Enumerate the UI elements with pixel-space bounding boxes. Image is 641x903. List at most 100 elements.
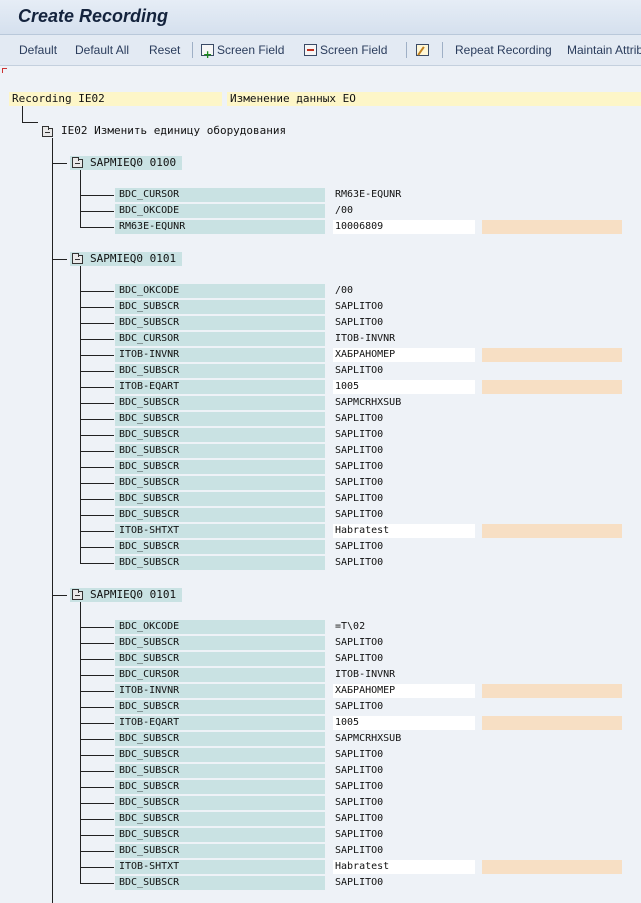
field-name: BDC_SUBSCR bbox=[115, 732, 325, 746]
field-name: BDC_CURSOR bbox=[115, 332, 325, 346]
folder-icon[interactable] bbox=[72, 157, 83, 168]
screen-header-background bbox=[70, 252, 182, 266]
field-value: SAPLITO0 bbox=[335, 429, 384, 440]
field-value: SAPLITO0 bbox=[335, 557, 384, 568]
field-name: BDC_SUBSCR bbox=[115, 556, 325, 570]
delete-screen-field-button[interactable]: Screen Field bbox=[304, 35, 387, 65]
field-value: SAPMCRHXSUB bbox=[335, 733, 402, 744]
tree-line bbox=[80, 499, 114, 500]
tree-line bbox=[52, 259, 67, 260]
tree-line bbox=[80, 867, 114, 868]
field-value: SAPLITO0 bbox=[335, 781, 384, 792]
tree-line bbox=[80, 170, 81, 228]
tree-line bbox=[80, 291, 114, 292]
maintain-attributes-button[interactable]: Maintain Attrib bbox=[567, 35, 641, 65]
field-name: ITOB-SHTXT bbox=[115, 860, 325, 874]
field-name: BDC_SUBSCR bbox=[115, 844, 325, 858]
corner-marker bbox=[2, 68, 7, 73]
field-value: SAPLITO0 bbox=[335, 749, 384, 760]
tree-line bbox=[80, 627, 114, 628]
folder-icon[interactable] bbox=[42, 126, 53, 137]
field-value: SAPLITO0 bbox=[335, 701, 384, 712]
field-name: BDC_SUBSCR bbox=[115, 460, 325, 474]
field-name: BDC_SUBSCR bbox=[115, 428, 325, 442]
default-button[interactable]: Default bbox=[19, 35, 57, 65]
field-value-input[interactable]: 10006809 bbox=[333, 220, 475, 234]
field-value: SAPLITO0 bbox=[335, 493, 384, 504]
reset-button[interactable]: Reset bbox=[149, 35, 180, 65]
field-name: ITOB-EQART bbox=[115, 716, 325, 730]
delete-field-icon bbox=[304, 44, 317, 56]
field-name: BDC_SUBSCR bbox=[115, 364, 325, 378]
field-value-input[interactable]: 1005 bbox=[333, 380, 475, 394]
screen-title[interactable]: SAPMIEQ0 0101 bbox=[90, 252, 177, 265]
field-value: RM63E-EQUNR bbox=[335, 189, 402, 200]
field-attribute-cell[interactable] bbox=[482, 524, 622, 538]
tree-line bbox=[80, 403, 114, 404]
delete-screen-field-label: Screen Field bbox=[320, 43, 388, 57]
field-name: BDC_SUBSCR bbox=[115, 444, 325, 458]
edit-button[interactable] bbox=[416, 35, 432, 65]
folder-icon[interactable] bbox=[72, 589, 83, 600]
toolbar-separator bbox=[442, 42, 443, 58]
field-name: BDC_SUBSCR bbox=[115, 300, 325, 314]
field-value-input[interactable]: Habratest bbox=[333, 524, 475, 538]
field-value: SAPLITO0 bbox=[335, 813, 384, 824]
default-all-button[interactable]: Default All bbox=[75, 35, 129, 65]
field-value: SAPLITO0 bbox=[335, 845, 384, 856]
application-toolbar: Default Default All Reset Screen Field S… bbox=[0, 35, 641, 66]
tree-line bbox=[80, 883, 114, 884]
field-name: BDC_SUBSCR bbox=[115, 412, 325, 426]
folder-icon[interactable] bbox=[72, 253, 83, 264]
tree-line bbox=[80, 266, 81, 564]
tree-line bbox=[80, 371, 114, 372]
field-attribute-cell[interactable] bbox=[482, 860, 622, 874]
field-value: SAPLITO0 bbox=[335, 445, 384, 456]
field-value: SAPLITO0 bbox=[335, 477, 384, 488]
transaction-node[interactable]: IE02 Изменить единицу оборудования bbox=[61, 124, 287, 137]
tree-line bbox=[80, 419, 114, 420]
field-attribute-cell[interactable] bbox=[482, 684, 622, 698]
tree-line bbox=[22, 106, 23, 122]
field-value-input[interactable]: Habratest bbox=[333, 860, 475, 874]
tree-line bbox=[80, 339, 114, 340]
default-label: Default bbox=[19, 43, 58, 57]
recording-description: Изменение данных ЕО bbox=[227, 92, 641, 106]
field-attribute-cell[interactable] bbox=[482, 380, 622, 394]
field-name: BDC_SUBSCR bbox=[115, 636, 325, 650]
field-name: BDC_SUBSCR bbox=[115, 780, 325, 794]
tree-line bbox=[80, 323, 114, 324]
tree-line bbox=[52, 595, 67, 596]
field-value-input[interactable]: ХАБРАНОМЕР bbox=[333, 348, 475, 362]
screen-title[interactable]: SAPMIEQ0 0100 bbox=[90, 156, 177, 169]
repeat-recording-button[interactable]: Repeat Recording bbox=[455, 35, 552, 65]
tree-line bbox=[80, 723, 114, 724]
field-value: SAPLITO0 bbox=[335, 637, 384, 648]
field-attribute-cell[interactable] bbox=[482, 220, 622, 234]
tree-line bbox=[52, 138, 53, 903]
field-name: ITOB-INVNR bbox=[115, 684, 325, 698]
field-value: SAPLITO0 bbox=[335, 301, 384, 312]
field-attribute-cell[interactable] bbox=[482, 716, 622, 730]
field-name: BDC_CURSOR bbox=[115, 668, 325, 682]
insert-screen-field-button[interactable]: Screen Field bbox=[201, 35, 284, 65]
field-name: BDC_SUBSCR bbox=[115, 748, 325, 762]
maintain-attributes-label: Maintain Attrib bbox=[567, 43, 641, 57]
screen-title[interactable]: SAPMIEQ0 0101 bbox=[90, 588, 177, 601]
field-value-input[interactable]: 1005 bbox=[333, 716, 475, 730]
field-name: BDC_SUBSCR bbox=[115, 476, 325, 490]
tree-line bbox=[80, 483, 114, 484]
field-value: /00 bbox=[335, 285, 354, 296]
field-value: SAPLITO0 bbox=[335, 877, 384, 888]
tree-line bbox=[80, 227, 114, 228]
field-attribute-cell[interactable] bbox=[482, 348, 622, 362]
field-name: RM63E-EQUNR bbox=[115, 220, 325, 234]
field-value-input[interactable]: ХАБРАНОМЕР bbox=[333, 684, 475, 698]
toolbar-separator bbox=[406, 42, 407, 58]
tree-line bbox=[80, 755, 114, 756]
field-name: BDC_SUBSCR bbox=[115, 796, 325, 810]
field-value: SAPLITO0 bbox=[335, 829, 384, 840]
field-name: BDC_CURSOR bbox=[115, 188, 325, 202]
tree-line bbox=[80, 307, 114, 308]
tree-line bbox=[80, 691, 114, 692]
